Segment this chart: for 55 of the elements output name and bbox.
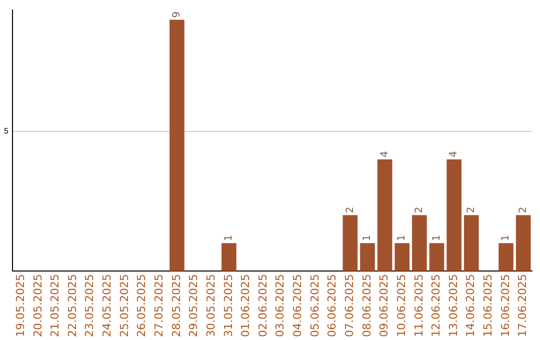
- bar: [377, 159, 392, 272]
- x-tick-label: 17.06.2025: [516, 274, 530, 338]
- data-label: 2: [414, 206, 426, 214]
- x-tick-label: 27.05.2025: [152, 274, 166, 338]
- x-tick-label: 07.06.2025: [343, 274, 356, 338]
- x-tick-label: 10.06.2025: [394, 274, 408, 338]
- x-tick-label: 20.05.2025: [31, 274, 44, 338]
- data-label: 2: [518, 206, 529, 214]
- data-label: 4: [448, 150, 460, 158]
- x-tick-label: 26.05.2025: [135, 274, 148, 338]
- data-label: 1: [431, 234, 442, 242]
- data-label: 1: [362, 234, 374, 242]
- x-tick-label: 03.06.2025: [274, 274, 287, 338]
- data-label: 4: [379, 150, 390, 158]
- bar: [446, 159, 462, 272]
- x-tick-label: 22.05.2025: [66, 274, 79, 338]
- data-label: 1: [224, 234, 235, 242]
- bar: [464, 215, 479, 272]
- x-tick-label: 05.06.2025: [308, 274, 322, 338]
- bar: [429, 243, 444, 272]
- data-label: 2: [466, 206, 477, 214]
- bar: [170, 20, 184, 272]
- x-tick-label: 02.06.2025: [256, 274, 270, 338]
- x-tick-label: 13.06.2025: [446, 274, 460, 338]
- x-tick-label: 31.05.2025: [222, 274, 235, 338]
- bar: [516, 215, 531, 272]
- x-tick-label: 19.05.2025: [14, 274, 27, 338]
- x-tick-label: 08.06.2025: [360, 274, 374, 338]
- x-tick-label: 11.06.2025: [412, 274, 426, 338]
- x-tick-label: 09.06.2025: [378, 274, 391, 338]
- x-tick-label: 25.05.2025: [118, 274, 131, 338]
- bar: [498, 243, 514, 272]
- x-tick-label: 28.05.2025: [170, 274, 183, 338]
- x-tick-label: 04.06.2025: [291, 274, 304, 338]
- x-tick-label: 21.05.2025: [48, 274, 62, 338]
- y-tick-label: 5: [4, 126, 9, 136]
- data-label: 1: [396, 234, 408, 242]
- data-label: 2: [344, 206, 356, 214]
- bar: [412, 215, 427, 272]
- x-tick-label: 23.05.2025: [83, 274, 96, 338]
- bar: [222, 243, 236, 272]
- bar: [394, 243, 410, 272]
- x-tick-label: 29.05.2025: [187, 274, 200, 338]
- x-tick-label: 15.06.2025: [482, 274, 495, 338]
- bar: [360, 243, 375, 272]
- x-tick-label: 12.06.2025: [430, 274, 443, 338]
- data-label: 1: [500, 234, 512, 242]
- x-tick-label: 30.05.2025: [204, 274, 218, 338]
- data-label: 9: [172, 11, 183, 18]
- x-tick-label: 16.06.2025: [498, 274, 512, 338]
- x-tick-label: 14.06.2025: [464, 274, 478, 338]
- bar: [342, 215, 358, 272]
- x-tick-label: 06.06.2025: [326, 274, 339, 338]
- x-tick-label: 01.06.2025: [239, 274, 252, 338]
- x-tick-label: 24.05.2025: [100, 274, 114, 338]
